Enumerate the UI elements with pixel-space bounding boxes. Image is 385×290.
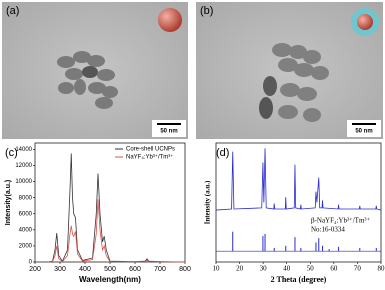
x-tick-label: 20 [236, 265, 244, 273]
scale-label: 50 nm [160, 129, 177, 135]
x-axis-title: Wavelength(nm) [79, 275, 141, 284]
scale-label: 50 nm [355, 129, 372, 135]
x-tick-label: 700 [154, 266, 166, 273]
y-axis-title: Intensity(a.u.) [5, 180, 12, 226]
legend-label: Core-shell UCNPs [126, 147, 175, 153]
panel-label: (c) [5, 147, 18, 159]
panel-label: (d) [216, 147, 229, 159]
y-tick-label: 0 [29, 260, 33, 266]
sphere-icon [158, 8, 182, 32]
y-tick-label: 8000 [19, 195, 33, 201]
y-tick-label: 10000 [15, 179, 32, 185]
series-line [47, 199, 186, 263]
panel-b: (b) 50 nm [196, 2, 383, 139]
core-icon [357, 14, 373, 30]
x-tick-label: 10 [213, 265, 221, 273]
x-tick-label: 200 [29, 266, 41, 273]
panel-a: (a) 50 nm [2, 2, 188, 139]
x-tick-label: 800 [179, 266, 191, 273]
y-tick-label: 4000 [19, 227, 33, 233]
x-tick-label: 60 [330, 265, 338, 273]
particles [57, 51, 118, 109]
series-line [215, 148, 382, 211]
x-axis-title: 2 Theta (degree) [271, 275, 327, 284]
x-tick-label: 500 [104, 266, 116, 273]
x-tick-label: 300 [54, 266, 66, 273]
panel-label: (a) [6, 5, 19, 17]
y-axis-title: Intensity (a.u.) [204, 180, 212, 224]
x-tick-label: 400 [79, 266, 91, 273]
annotation: β-NaYF₄:Yb³⁺/Tm³⁺ [311, 217, 371, 225]
x-tick-label: 80 [378, 265, 385, 273]
y-tick-label: 12000 [15, 163, 32, 169]
y-tick-label: 6000 [19, 211, 33, 217]
y-tick-label: 2000 [19, 243, 33, 249]
x-tick-label: 50 [307, 265, 315, 273]
y-tick-label: 14000 [15, 147, 32, 153]
legend-label: NaYF₄:Yb³⁺/Tm³⁺ [126, 154, 173, 161]
x-tick-label: 30 [260, 265, 268, 273]
x-tick-label: 40 [283, 265, 291, 273]
x-tick-label: 600 [129, 266, 141, 273]
plot-frame [215, 142, 382, 263]
series-line [47, 153, 186, 263]
particles [259, 43, 329, 122]
annotation: No:16-0334 [311, 226, 345, 234]
panel-label: (b) [200, 5, 213, 17]
x-tick-label: 70 [354, 265, 362, 273]
